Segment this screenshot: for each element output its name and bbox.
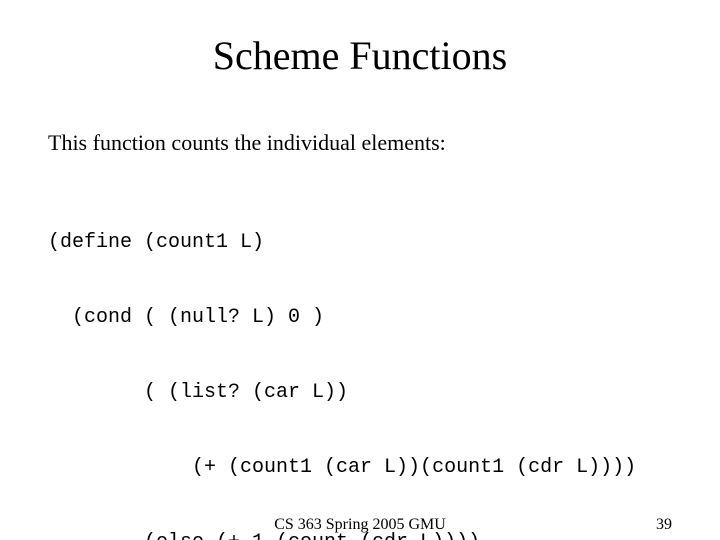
code-line: (define (count1 L) [48, 230, 672, 255]
code-line: (cond ( (null? L) 0 ) [48, 305, 672, 330]
code-line: ( (list? (car L)) [48, 380, 672, 405]
footer-course: CS 363 Spring 2005 GMU [274, 516, 446, 534]
intro-text: This function counts the individual elem… [48, 130, 672, 156]
code-block: (define (count1 L) (cond ( (null? L) 0 )… [48, 180, 672, 540]
page-number: 39 [656, 516, 672, 534]
slide: Scheme Functions This function counts th… [0, 0, 720, 540]
slide-title: Scheme Functions [0, 32, 720, 79]
slide-body: This function counts the individual elem… [48, 130, 672, 540]
code-line: (+ (count1 (car L))(count1 (cdr L)))) [48, 455, 672, 480]
